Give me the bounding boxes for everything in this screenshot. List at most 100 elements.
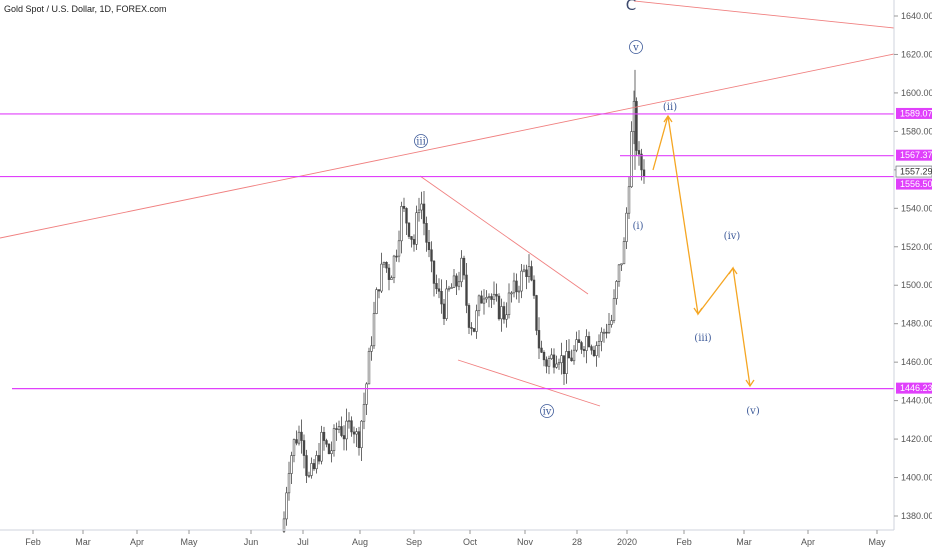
candle bbox=[610, 314, 613, 328]
time-tick-label: Mar bbox=[736, 537, 752, 547]
wave-label: C bbox=[626, 0, 636, 14]
candle bbox=[607, 312, 611, 334]
wave-label: (iii) bbox=[694, 333, 711, 344]
candle bbox=[455, 273, 458, 296]
price-tick-label: 1540.00 bbox=[901, 203, 932, 213]
price-tick-label: 1500.00 bbox=[901, 280, 932, 290]
candle bbox=[557, 358, 561, 370]
candle bbox=[347, 412, 351, 429]
wave-label: v bbox=[629, 40, 643, 54]
time-tick-label: May bbox=[180, 537, 198, 547]
candle bbox=[545, 356, 548, 374]
candle bbox=[615, 280, 618, 305]
candle bbox=[287, 461, 291, 501]
candle bbox=[307, 471, 311, 478]
candle bbox=[357, 426, 361, 456]
time-tick-label: Oct bbox=[463, 537, 478, 547]
candle bbox=[402, 197, 406, 213]
candle bbox=[435, 274, 438, 295]
candle bbox=[637, 141, 641, 166]
candle bbox=[415, 205, 418, 250]
candle bbox=[592, 345, 596, 358]
candle bbox=[447, 285, 451, 292]
candle bbox=[520, 264, 523, 299]
candle bbox=[282, 511, 286, 533]
candle bbox=[377, 289, 381, 299]
candle bbox=[385, 261, 388, 273]
candle bbox=[305, 449, 308, 483]
candle bbox=[317, 442, 321, 465]
price-level-label: 1589.07 bbox=[896, 107, 932, 119]
candle bbox=[512, 272, 516, 298]
svg-text:iv: iv bbox=[543, 407, 552, 418]
svg-text:(iv): (iv) bbox=[724, 231, 741, 242]
candle bbox=[407, 222, 411, 240]
candle bbox=[527, 254, 531, 283]
time-tick-label: Apr bbox=[801, 537, 815, 547]
candle bbox=[432, 260, 436, 297]
svg-text:iii: iii bbox=[416, 137, 426, 148]
candle bbox=[417, 197, 421, 222]
candle bbox=[470, 322, 473, 336]
candle bbox=[462, 255, 466, 280]
candle bbox=[392, 254, 396, 284]
svg-text:1556.50: 1556.50 bbox=[900, 179, 932, 189]
candle bbox=[577, 330, 581, 343]
time-tick-label: Apr bbox=[130, 537, 144, 547]
candle bbox=[612, 289, 616, 324]
horizontal-levels bbox=[0, 113, 894, 390]
candle bbox=[642, 159, 646, 184]
svg-text:(ii): (ii) bbox=[663, 102, 677, 113]
candle bbox=[450, 283, 453, 289]
candle bbox=[337, 420, 341, 434]
candle bbox=[437, 278, 441, 299]
candle bbox=[420, 191, 423, 220]
time-axis[interactable]: Feb Mar Apr May Jun Jul Aug Sep Oct Nov 28 2020 Feb M… bbox=[25, 530, 886, 547]
candle bbox=[560, 342, 563, 375]
wave-label: iv bbox=[540, 404, 554, 418]
candle bbox=[630, 121, 633, 188]
svg-text:C: C bbox=[626, 0, 636, 14]
candle bbox=[445, 280, 448, 321]
candle bbox=[517, 285, 521, 303]
candle bbox=[475, 304, 478, 339]
price-tick-label: 1620.00 bbox=[901, 49, 932, 59]
candle bbox=[472, 328, 476, 333]
svg-text:1446.23: 1446.23 bbox=[900, 383, 932, 393]
candle bbox=[300, 419, 303, 454]
time-tick-label: 28 bbox=[572, 537, 582, 547]
candle bbox=[410, 236, 413, 248]
price-axis[interactable]: 1380.00 1400.00 1420.00 1440.00 1460.00 1480.… bbox=[894, 11, 932, 521]
candle bbox=[440, 279, 443, 314]
candle bbox=[515, 273, 518, 300]
candle bbox=[365, 382, 368, 416]
candle bbox=[552, 348, 556, 374]
candle bbox=[635, 97, 638, 156]
projection-path bbox=[652, 114, 755, 388]
candle bbox=[285, 486, 288, 526]
trendline bbox=[419, 175, 589, 295]
candle bbox=[360, 420, 363, 462]
candle bbox=[622, 237, 626, 265]
candle bbox=[565, 339, 568, 384]
candle bbox=[367, 347, 371, 385]
price-level-label: 1567.37 bbox=[896, 149, 932, 161]
candle bbox=[460, 250, 463, 288]
candle bbox=[397, 230, 401, 263]
candle bbox=[375, 287, 378, 315]
candle bbox=[465, 263, 468, 314]
candle bbox=[582, 345, 586, 358]
price-tick-label: 1380.00 bbox=[901, 511, 932, 521]
price-tick-label: 1640.00 bbox=[901, 11, 932, 21]
candle bbox=[395, 249, 398, 262]
candle bbox=[315, 450, 318, 474]
candle bbox=[482, 289, 486, 315]
candle bbox=[467, 303, 471, 335]
candle bbox=[430, 241, 433, 273]
candle bbox=[625, 207, 628, 249]
candle bbox=[497, 293, 501, 321]
candle bbox=[362, 392, 366, 430]
candle bbox=[562, 355, 566, 386]
candle bbox=[537, 317, 541, 360]
